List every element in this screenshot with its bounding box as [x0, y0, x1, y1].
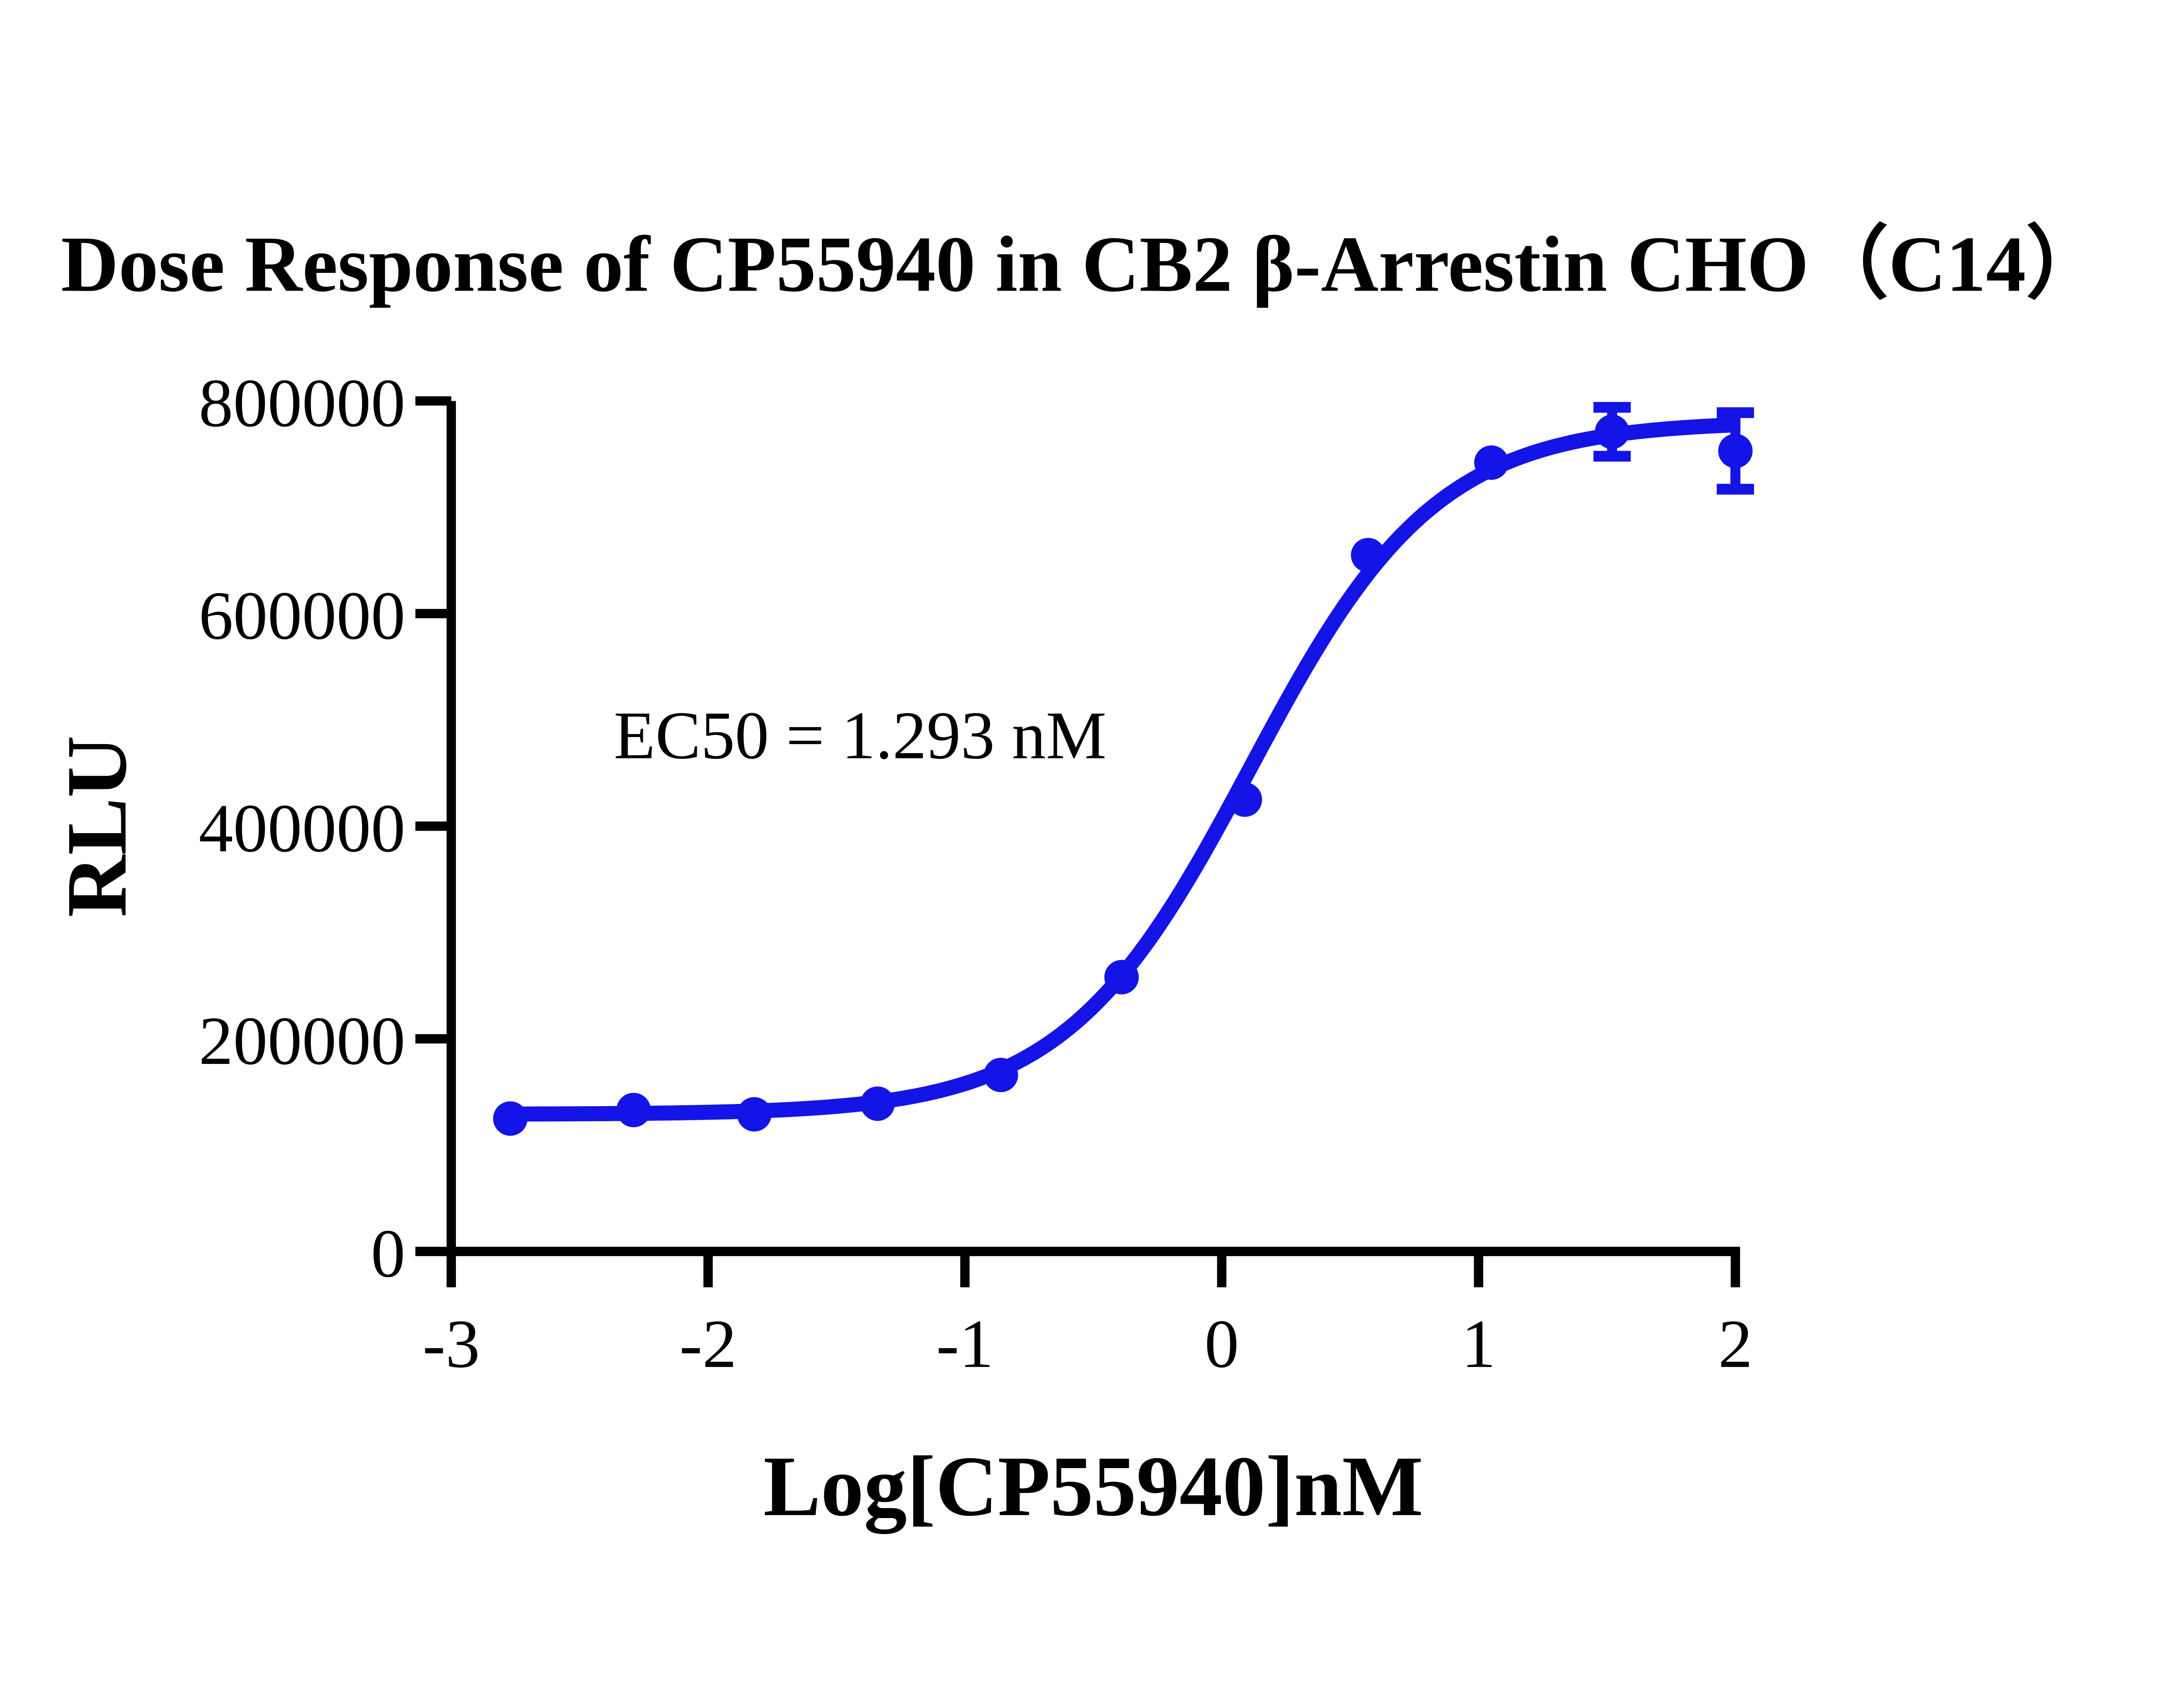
x-tick-label: 1 [1461, 1306, 1495, 1382]
data-point [860, 1086, 895, 1121]
y-tick-label: 800000 [199, 365, 405, 441]
data-point [1351, 538, 1386, 572]
data-point [737, 1097, 772, 1132]
x-tick-label: -3 [422, 1306, 480, 1382]
y-tick-label: 0 [371, 1216, 405, 1292]
y-tick-label: 400000 [199, 791, 405, 867]
x-tick-label: -2 [679, 1306, 737, 1382]
data-point [1227, 782, 1262, 817]
chart-title: Dose Response of CP55940 in CB2 β-Arrest… [61, 220, 2106, 308]
axes: 0 200000 400000 600000 800000 -3 -2 -1 0 1 2 [199, 365, 1752, 1382]
data-point [1595, 414, 1630, 449]
series-cp55940 [493, 402, 1754, 1136]
ec50-annotation: EC50 = 1.293 nM [614, 698, 1106, 773]
data-point [1104, 960, 1139, 995]
data-point [616, 1093, 651, 1127]
data-point [1474, 445, 1509, 480]
data-point [493, 1101, 528, 1136]
x-tick-label: 0 [1205, 1306, 1239, 1382]
x-tick-label: -1 [936, 1306, 993, 1382]
y-axis-title: RLU [49, 735, 144, 917]
x-tick-label: 2 [1718, 1306, 1752, 1382]
data-point [1718, 433, 1753, 469]
x-axis-title: Log[CP55940]nM [763, 1438, 1423, 1534]
data-point [983, 1057, 1018, 1093]
y-tick-label: 200000 [199, 1003, 405, 1079]
y-tick-label: 600000 [199, 578, 405, 654]
